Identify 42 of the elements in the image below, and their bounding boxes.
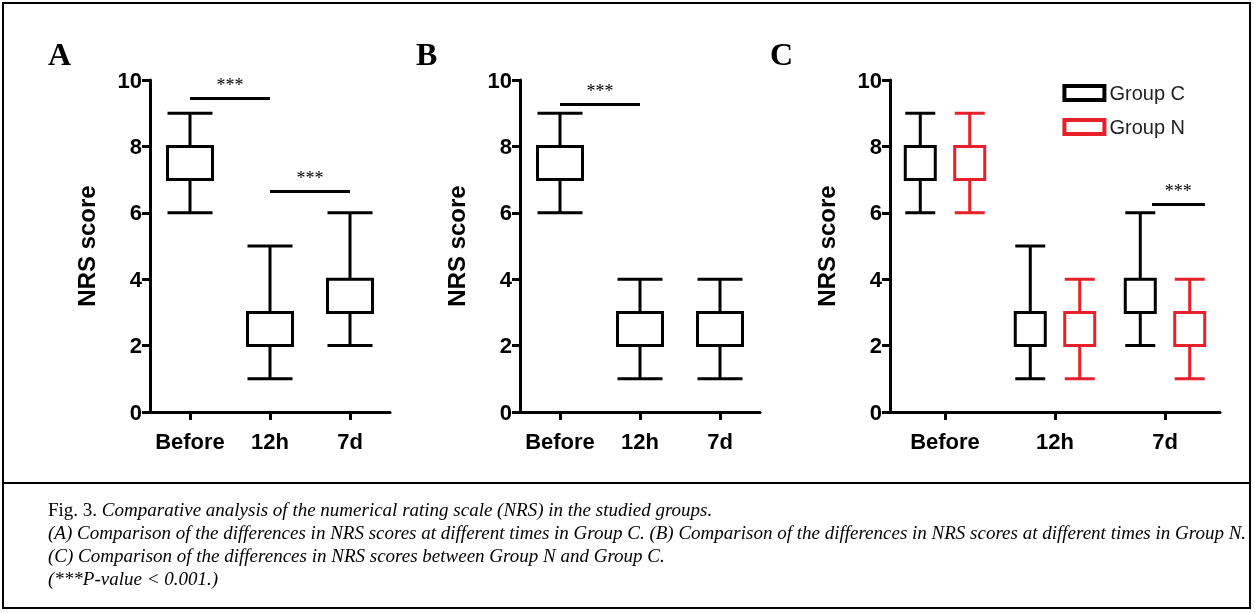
chart-title: A bbox=[48, 36, 72, 73]
y-tick-label: 6 bbox=[869, 200, 882, 226]
annotation: *** bbox=[296, 167, 324, 189]
y-tick-label: 10 bbox=[117, 67, 142, 93]
y-axis-title: NRS score bbox=[72, 185, 100, 307]
y-tick-label: 4 bbox=[129, 266, 143, 292]
y-axis-title: NRS score bbox=[442, 185, 470, 307]
y-tick-label: 2 bbox=[129, 333, 142, 359]
x-tick-label: Before bbox=[525, 428, 595, 454]
annotation: *** bbox=[1164, 180, 1192, 202]
x-tick-label: 12h bbox=[1036, 428, 1074, 454]
x-tick-label: Before bbox=[155, 428, 225, 454]
y-tick-label: 4 bbox=[869, 266, 883, 292]
caption: Fig. 3. Comparative analysis of the numerical rating scale (NRS) in the studied groups. bbox=[48, 498, 714, 521]
chart-title: C bbox=[770, 36, 794, 73]
text: (A) Comparison of the differences in NRS scores at different times in Group C. (B) Comparison of the differences in NRS scores at different times in Group N. (C) Comparison of the differences in NRS scores between Group N and Group C. bbox=[48, 521, 1248, 567]
x-tick-label: 12h bbox=[621, 428, 659, 454]
annotation: *** bbox=[216, 74, 244, 96]
y-tick-label: 6 bbox=[499, 200, 512, 226]
y-tick-label: 0 bbox=[129, 399, 142, 425]
y-tick-label: 10 bbox=[487, 67, 512, 93]
legend-label: Group N bbox=[1109, 116, 1186, 138]
y-tick-label: 6 bbox=[129, 200, 142, 226]
x-tick-label: 7d bbox=[1152, 428, 1178, 454]
y-tick-label: 8 bbox=[869, 133, 882, 159]
x-tick-label: 7d bbox=[707, 428, 733, 454]
y-tick-label: 10 bbox=[857, 67, 882, 93]
y-tick-label: 0 bbox=[869, 399, 882, 425]
x-tick-label: 7d bbox=[337, 428, 363, 454]
y-tick-label: 8 bbox=[499, 133, 512, 159]
x-tick-label: Before bbox=[910, 428, 980, 454]
y-tick-label: 2 bbox=[499, 333, 512, 359]
y-tick-label: 0 bbox=[499, 399, 512, 425]
x-tick-label: 12h bbox=[251, 428, 289, 454]
y-tick-label: 4 bbox=[499, 266, 513, 292]
y-tick-label: 8 bbox=[129, 133, 142, 159]
chart-title: B bbox=[416, 36, 438, 73]
text: (***P-value < 0.001.) bbox=[48, 567, 220, 590]
legend-label: Group C bbox=[1109, 82, 1186, 104]
annotation: *** bbox=[586, 81, 614, 103]
y-tick-label: 2 bbox=[869, 333, 882, 359]
y-axis-title: NRS score bbox=[812, 185, 840, 307]
